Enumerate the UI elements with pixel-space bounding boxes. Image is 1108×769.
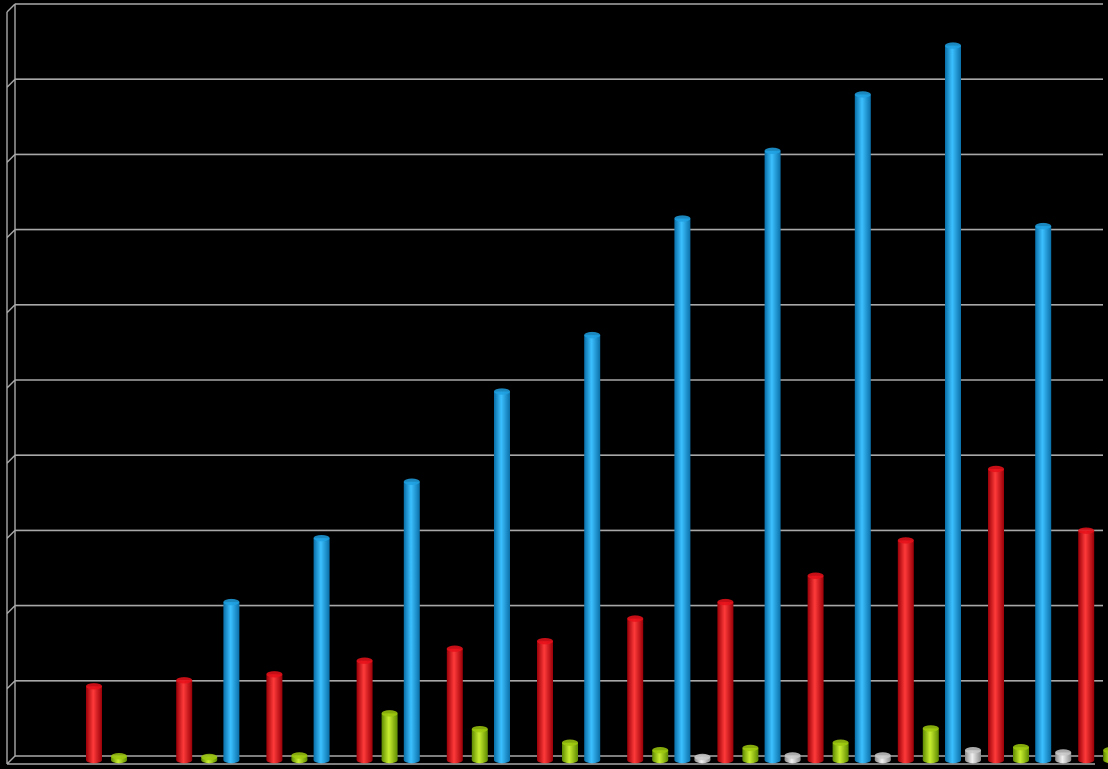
bar-s2-c7 — [694, 753, 711, 764]
bar-s2-c9 — [874, 752, 891, 764]
bar-s1-c6 — [627, 615, 644, 764]
gridline-depth — [6, 755, 16, 765]
bar-s0-c8 — [764, 147, 781, 764]
bar-s0-c6 — [584, 331, 601, 764]
bar-s3-c6 — [652, 747, 669, 764]
bar-s1-c5 — [537, 637, 553, 764]
bar-s1-c4 — [446, 645, 463, 764]
gridline-depth — [6, 229, 16, 239]
bar-s0-c10 — [945, 42, 961, 764]
bar-s3-c9 — [922, 725, 939, 764]
gridline-depth — [6, 3, 16, 13]
bar-s3-c5 — [562, 739, 578, 764]
bar-s3-c3 — [381, 710, 398, 764]
bar-s3-c4 — [471, 725, 488, 764]
bar-s0-c3 — [313, 534, 330, 764]
bar-s1-c7 — [717, 598, 734, 764]
gridline-depth — [6, 454, 16, 464]
bar-s0-c4 — [403, 478, 420, 764]
gridlines — [6, 3, 1103, 765]
gridline-depth — [6, 680, 16, 690]
bar-s3-c8 — [832, 739, 849, 764]
bar-s1-c8 — [807, 572, 824, 764]
bar-s0-c2 — [223, 598, 240, 764]
gridline-depth — [6, 529, 16, 539]
bar-s1-c1 — [176, 677, 193, 764]
bar-s2-c11 — [1055, 749, 1072, 764]
bar-s3-c7 — [742, 744, 759, 764]
gridline-depth — [6, 379, 16, 389]
bar-s3-c1 — [201, 753, 218, 764]
bar-s2-c10 — [965, 747, 981, 764]
bar-s0-c9 — [854, 91, 871, 764]
bar-s0-c5 — [494, 388, 510, 764]
bar-s1-c0 — [86, 683, 102, 764]
gridline-depth — [6, 78, 16, 88]
bar-s1-c3 — [356, 657, 373, 764]
bar-s0-c7 — [674, 215, 691, 764]
bar-s0-c11 — [1035, 222, 1052, 764]
bar-s1-c11 — [1078, 527, 1095, 764]
bar-s1-c9 — [897, 537, 914, 764]
axes — [6, 4, 1095, 765]
bar-s3-c0 — [111, 753, 127, 764]
bar-s1-c10 — [988, 465, 1004, 764]
bar-s2-c8 — [784, 752, 801, 764]
gridline-depth — [6, 605, 16, 615]
bar-s3-c10 — [1013, 744, 1029, 764]
bar-s3-c11 — [1103, 747, 1108, 763]
bar-s3-c2 — [291, 752, 308, 764]
bar-s1-c2 — [266, 671, 283, 764]
gridline-depth — [6, 153, 16, 163]
gridline-depth — [6, 304, 16, 314]
bars — [86, 42, 1108, 764]
